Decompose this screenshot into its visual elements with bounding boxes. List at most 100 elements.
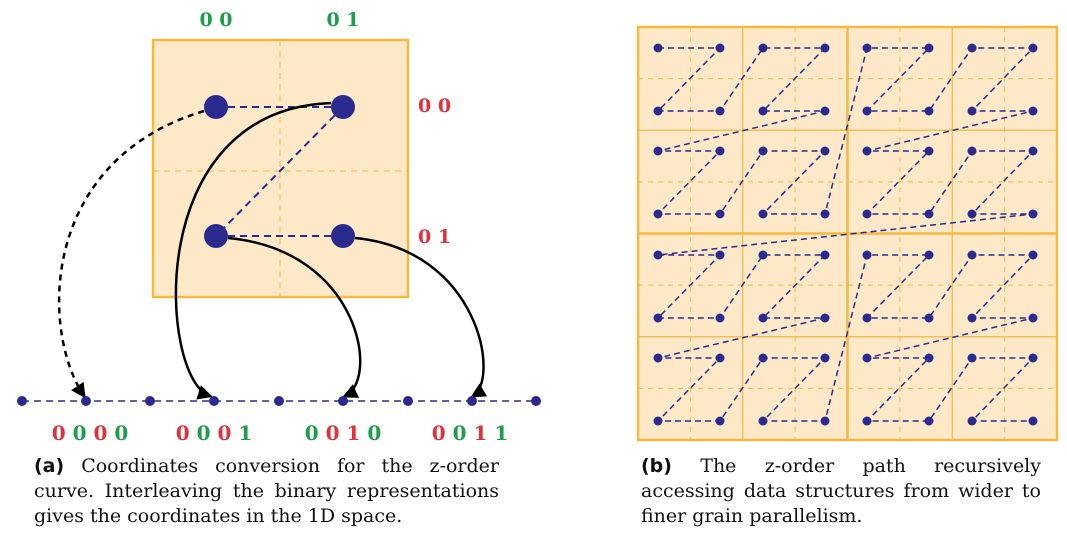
zorder-path: [656, 47, 1035, 422]
binary-digit: 0: [432, 421, 453, 445]
grid-point: [967, 313, 977, 323]
grid-point: [820, 416, 830, 426]
caption-b: (b) The z-order path recursively accessi…: [641, 454, 1041, 529]
grid-point: [1028, 313, 1038, 323]
binary-label-1: 0 0 0 1: [176, 421, 253, 445]
number-line-point: [531, 396, 541, 406]
binary-digit: 0: [217, 421, 238, 445]
grid-point: [715, 313, 725, 323]
grid-point: [715, 146, 725, 156]
binary-digit: 1: [473, 421, 494, 445]
binary-digit: 0: [305, 421, 326, 445]
row-label-1: 0 1: [418, 226, 451, 248]
binary-digit: 1: [346, 421, 367, 445]
number-line-point: [274, 396, 284, 406]
binary-label-0: 0 0 0 0: [52, 421, 129, 445]
mapping-arrow-dashed: [57, 109, 205, 399]
number-line-point: [17, 396, 27, 406]
grid-point: [653, 43, 663, 53]
grid-point: [820, 209, 830, 219]
row-label-0: 0 0: [418, 95, 451, 117]
binary-digit: 0: [73, 421, 94, 445]
grid-point: [758, 250, 768, 260]
grid-point: [653, 106, 663, 116]
column-label-1: 0 1: [326, 9, 359, 31]
number-line-point: [209, 396, 219, 406]
grid-point: [967, 416, 977, 426]
grid-point: [820, 146, 830, 156]
grid-point: [715, 209, 725, 219]
binary-digit: 0: [326, 421, 347, 445]
grid-point: [862, 146, 872, 156]
binary-digit: 0: [52, 421, 73, 445]
number-line-point: [145, 396, 155, 406]
panel-b-border: [636, 25, 1059, 442]
grid-point: [924, 106, 934, 116]
mapping-arrow: [354, 236, 488, 398]
grid-point: [653, 353, 663, 363]
grid-point: [862, 250, 872, 260]
grid-point: [967, 146, 977, 156]
grid-point: [924, 43, 934, 53]
grid-point: [862, 106, 872, 116]
grid-point: [820, 106, 830, 116]
grid-point: [967, 250, 977, 260]
grid-point: [924, 146, 934, 156]
mapping-arrow: [227, 236, 362, 398]
grid-point: [862, 353, 872, 363]
grid-point: [820, 353, 830, 363]
grid-point: [758, 106, 768, 116]
grid-point: [924, 250, 934, 260]
grid-point: [758, 146, 768, 156]
binary-digit: 0: [367, 421, 381, 445]
grid-point: [1028, 106, 1038, 116]
grid-point: [967, 209, 977, 219]
grid-point: [924, 209, 934, 219]
binary-digit: 1: [494, 421, 508, 445]
grid-point: [758, 416, 768, 426]
grid-point: [820, 43, 830, 53]
grid-point: [924, 353, 934, 363]
caption-a-tag: (a): [34, 455, 65, 477]
grid-point: [1028, 209, 1038, 219]
grid-point: [924, 416, 934, 426]
grid-point: [862, 209, 872, 219]
binary-digit: 0: [453, 421, 474, 445]
binary-digit: 0: [176, 421, 197, 445]
grid-point: [653, 416, 663, 426]
caption-b-tag: (b): [641, 455, 672, 477]
grid-point: [758, 209, 768, 219]
mapping-arrow: [174, 101, 332, 400]
grid-point: [862, 313, 872, 323]
grid-point: [653, 146, 663, 156]
binary-label-2: 0 0 1 0: [305, 421, 382, 445]
grid-point: [758, 43, 768, 53]
grid-point: [820, 313, 830, 323]
grid-point: [1028, 353, 1038, 363]
grid-point: [1028, 250, 1038, 260]
cell-point: [331, 224, 355, 248]
binary-digit: 1: [238, 421, 252, 445]
grid-point: [715, 106, 725, 116]
zpath-segment: [215, 106, 344, 237]
grid-point: [715, 43, 725, 53]
grid-point: [715, 353, 725, 363]
grid-point: [967, 353, 977, 363]
grid-point: [862, 416, 872, 426]
binary-label-3: 0 0 1 1: [432, 421, 509, 445]
grid-point: [862, 43, 872, 53]
panel-b-recursive-zorder: [636, 25, 1059, 442]
grid-point: [653, 313, 663, 323]
grid-point: [924, 313, 934, 323]
caption-b-text: The z-order path recursively accessing d…: [641, 455, 1041, 527]
cell-point: [331, 95, 355, 119]
grid-point: [1028, 43, 1038, 53]
grid-point: [967, 106, 977, 116]
number-line-point: [403, 396, 413, 406]
grid-point: [715, 416, 725, 426]
grid-point: [1028, 416, 1038, 426]
caption-a-text: Coordinates conversion for the z-order c…: [34, 455, 499, 527]
number-line-point: [81, 396, 91, 406]
